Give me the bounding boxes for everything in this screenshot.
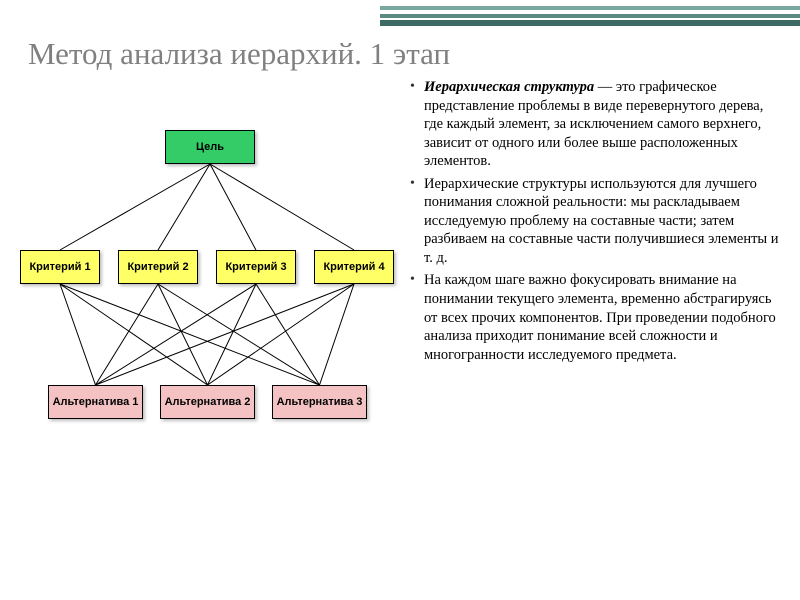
bullet-marker: • [410, 271, 424, 364]
node-criterion: Критерий 3 [216, 250, 296, 284]
bullet-item: • Иерархическая структура — это графичес… [410, 78, 780, 171]
node-alternative: Альтернатива 3 [272, 385, 367, 419]
bullet-text: Иерархические структуры используются для… [424, 175, 780, 268]
bullet-text: На каждом шаге важно фокусировать вниман… [424, 271, 780, 364]
page-title: Метод анализа иерархий. 1 этап [28, 36, 450, 72]
band-line [380, 20, 800, 26]
bullet-marker: • [410, 78, 424, 171]
node-criterion: Критерий 2 [118, 250, 198, 284]
bullet-marker: • [410, 175, 424, 268]
node-alternative: Альтернатива 1 [48, 385, 143, 419]
node-alternative: Альтернатива 2 [160, 385, 255, 419]
bullet-item: • На каждом шаге важно фокусировать вним… [410, 271, 780, 364]
band-line [380, 6, 800, 10]
text-column: • Иерархическая структура — это графичес… [410, 78, 780, 368]
band-line [380, 14, 800, 18]
node-criterion: Критерий 4 [314, 250, 394, 284]
decorative-band [0, 0, 800, 32]
bullet-item: • Иерархические структуры используются д… [410, 175, 780, 268]
node-goal: Цель [165, 130, 255, 164]
hierarchy-diagram: Цель Критерий 1 Критерий 2 Критерий 3 Кр… [10, 130, 400, 440]
bullet-lead: Иерархическая структура [424, 79, 594, 95]
node-criterion: Критерий 1 [20, 250, 100, 284]
bullet-text: Иерархическая структура — это графическо… [424, 78, 780, 171]
